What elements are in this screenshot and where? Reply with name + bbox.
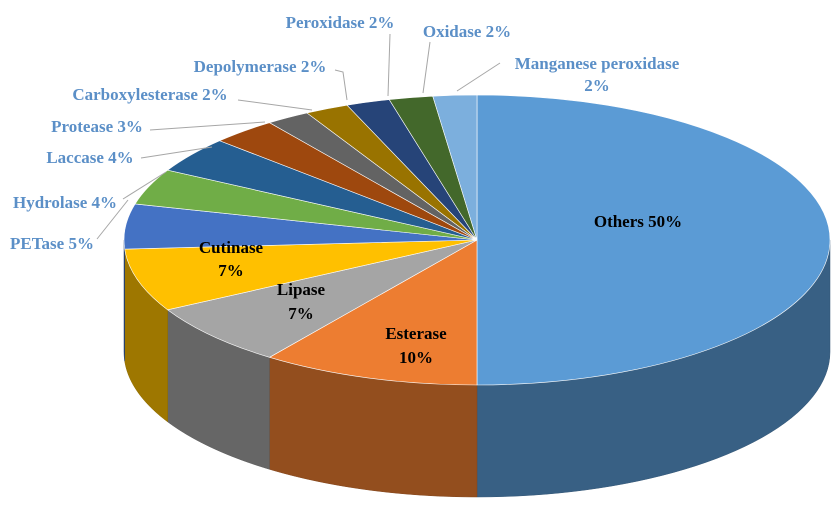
label-manganese-peroxidase: Manganese peroxidase 2% (515, 54, 680, 95)
data-labels: Others 50% Esterase 10% Lipase 7% Cutinase 7% P… (10, 13, 682, 367)
side-petase (123, 240, 125, 362)
label-carboxylesterase: Carboxylesterase 2% (72, 85, 227, 104)
leader-depolymerase (334, 69, 348, 101)
label-hydrolase: Hydrolase 4% (13, 193, 117, 212)
slice-others (476, 94, 831, 386)
pie-top (123, 94, 831, 386)
leader-hydrolase (122, 171, 167, 200)
leader-peroxidase (387, 33, 391, 97)
label-others: Others 50% (594, 212, 682, 231)
leader-petase (96, 199, 129, 240)
slice-esterase (268, 239, 478, 386)
label-peroxidase: Peroxidase 2% (286, 13, 395, 32)
leader-manganese-peroxidase (456, 62, 501, 92)
label-protease: Protease 3% (51, 117, 143, 136)
label-oxidase: Oxidase 2% (423, 22, 511, 41)
leader-oxidase (422, 41, 431, 94)
leader-lines (96, 33, 501, 240)
pie-sides (123, 239, 831, 498)
slice-manganese-peroxidase (432, 94, 478, 241)
slice-lipase (166, 239, 478, 358)
slice-cutinase (124, 239, 478, 311)
label-depolymerase: Depolymerase 2% (194, 57, 327, 76)
label-lipase: Lipase 7% (277, 280, 326, 323)
label-esterase: Esterase 10% (385, 324, 447, 367)
label-petase: PETase 5% (10, 234, 94, 253)
label-laccase: Laccase 4% (46, 148, 133, 167)
leader-laccase (140, 146, 213, 159)
leader-protease (149, 121, 266, 131)
leader-carboxylesterase (237, 99, 313, 111)
label-cutinase: Cutinase 7% (199, 238, 264, 280)
